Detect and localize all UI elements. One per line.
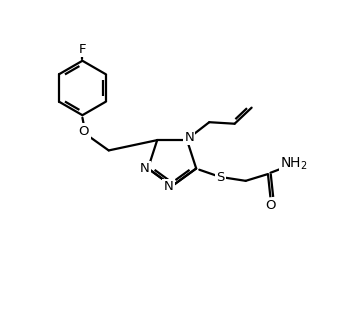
Text: N: N bbox=[140, 162, 150, 175]
Text: S: S bbox=[216, 171, 224, 184]
Text: O: O bbox=[79, 125, 89, 138]
Text: N: N bbox=[164, 180, 173, 193]
Text: O: O bbox=[265, 199, 276, 212]
Text: NH$_2$: NH$_2$ bbox=[280, 156, 308, 172]
Text: N: N bbox=[184, 131, 194, 144]
Text: F: F bbox=[79, 42, 86, 56]
